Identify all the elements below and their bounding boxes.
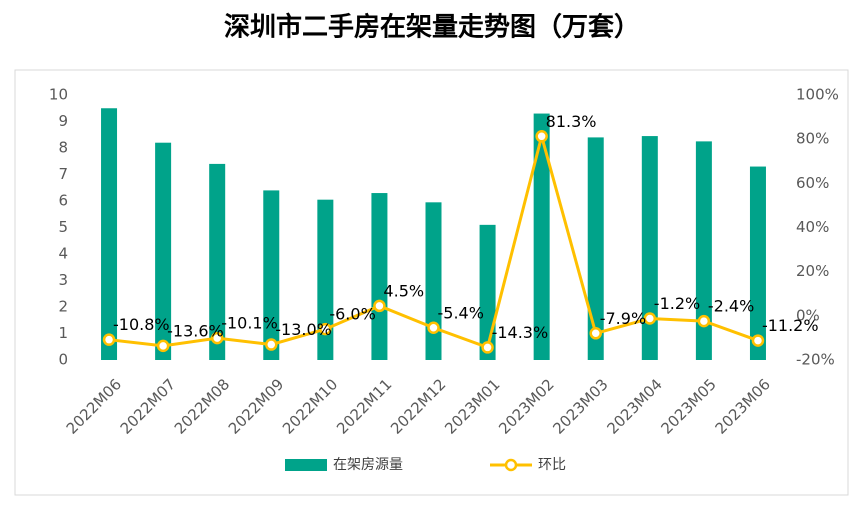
data-label: -13.6% [167, 321, 224, 340]
line-marker [156, 339, 170, 353]
data-label: -2.4% [708, 297, 754, 316]
y-tick-label: 3 [58, 271, 68, 289]
data-label: -14.3% [492, 323, 549, 342]
data-label: -13.0% [275, 320, 332, 339]
y2-tick-label: 40% [796, 218, 829, 236]
y2-tick-label: 60% [796, 174, 829, 192]
line-marker [102, 333, 116, 346]
bar [641, 136, 658, 360]
legend-label: 环比 [538, 457, 566, 473]
data-label: 4.5% [383, 281, 424, 300]
data-label: -1.2% [654, 294, 700, 313]
data-label: -11.2% [762, 316, 819, 335]
x-tick-label: 2023M02 [495, 375, 557, 437]
data-label: 81.3% [546, 112, 597, 131]
line-marker [535, 130, 548, 143]
bar [425, 202, 442, 360]
bar [749, 166, 766, 360]
bar [695, 141, 712, 360]
x-tick-label: 2022M12 [387, 375, 449, 437]
bar [155, 142, 172, 360]
data-label: -6.0% [329, 305, 375, 324]
x-tick-label: 2022M07 [117, 375, 179, 437]
y-tick-label: 4 [58, 245, 68, 263]
x-tick-label: 2022M08 [171, 375, 233, 437]
legend-swatch [504, 458, 518, 472]
y-tick-label: 9 [58, 112, 68, 130]
bar [533, 113, 550, 360]
x-tick-label: 2023M03 [549, 375, 611, 437]
y2-tick-label: 20% [796, 262, 829, 280]
line-marker [589, 327, 602, 340]
legend-swatch [285, 459, 327, 471]
y-tick-label: 8 [58, 139, 68, 157]
line-marker [373, 299, 386, 313]
bar [317, 199, 334, 360]
x-tick-label: 2023M06 [712, 375, 774, 437]
y-tick-label: 7 [58, 165, 68, 183]
chart-frame [14, 69, 849, 496]
y-tick-label: 6 [58, 192, 68, 210]
legend-label: 在架房源量 [333, 457, 403, 473]
x-tick-label: 2023M05 [658, 375, 720, 437]
y-tick-label: 0 [58, 351, 68, 369]
y2-tick-label: 0% [796, 306, 820, 324]
bar [263, 190, 280, 360]
x-tick-label: 2023M01 [441, 375, 503, 437]
y-tick-label: 10 [49, 86, 68, 104]
y2-tick-label: 100% [796, 86, 839, 104]
bar [371, 193, 388, 360]
line-marker [427, 321, 440, 335]
line-marker [697, 314, 711, 328]
x-tick-label: 2022M11 [333, 375, 395, 437]
y-tick-label: 5 [58, 218, 68, 236]
data-label: -7.9% [600, 309, 646, 328]
y-tick-label: 1 [58, 324, 68, 342]
line-marker [210, 331, 224, 345]
data-label: -10.8% [113, 315, 170, 334]
line-marker [481, 341, 494, 354]
bar [587, 137, 604, 360]
bar [209, 163, 226, 360]
chart-title: 深圳市二手房在架量走势图（万套） [224, 12, 640, 43]
data-label: -5.4% [438, 303, 484, 322]
x-tick-label: 2023M04 [603, 375, 665, 437]
bar [101, 108, 118, 360]
data-label: -10.1% [221, 314, 278, 333]
line-marker [319, 322, 332, 336]
y-tick-label: 2 [58, 298, 68, 316]
line-marker [751, 334, 765, 347]
x-tick-label: 2022M06 [63, 375, 125, 437]
x-tick-label: 2022M09 [225, 375, 287, 437]
y2-tick-label: -20% [796, 351, 835, 369]
x-tick-label: 2022M10 [279, 375, 341, 437]
y2-tick-label: 80% [796, 130, 829, 148]
line-marker [265, 338, 278, 351]
line-marker [643, 312, 657, 325]
